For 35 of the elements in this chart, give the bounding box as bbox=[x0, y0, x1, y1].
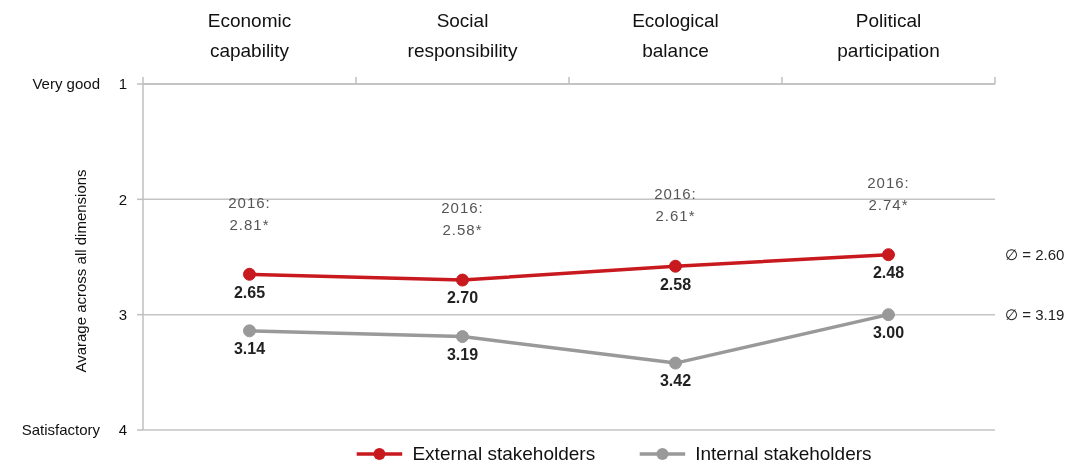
text: Satisfactory bbox=[21, 421, 101, 439]
point bbox=[243, 267, 256, 281]
y-tick-label: 4 bbox=[118, 421, 127, 439]
annotation: 2016: 2.61* bbox=[654, 185, 697, 225]
text: ∅ = 3.19 bbox=[1005, 305, 1065, 323]
legend-label: Internal stakeholders bbox=[695, 443, 872, 465]
data-label: 3.19 bbox=[446, 345, 479, 363]
legend-label: External stakeholders bbox=[412, 443, 596, 465]
data-label: 2.65 bbox=[233, 283, 266, 301]
data-label: 2.48 bbox=[872, 264, 905, 282]
annotation: 2016: 2.81* bbox=[228, 193, 271, 233]
data-label: 2.70 bbox=[446, 289, 479, 307]
data-label: 2.58 bbox=[659, 275, 692, 293]
y-tick-label: 1 bbox=[118, 75, 127, 93]
point bbox=[882, 308, 895, 322]
x-tick-label: Ecological balance bbox=[632, 10, 719, 61]
point bbox=[669, 356, 682, 370]
point bbox=[456, 330, 469, 344]
y-axis-title: Avarage across all dimensions bbox=[72, 169, 89, 373]
annotation: 2016: 2.74* bbox=[867, 173, 910, 213]
data-label: 3.14 bbox=[233, 340, 266, 358]
x-tick-label: Political participation bbox=[837, 10, 940, 61]
y-tick-label: 2 bbox=[118, 190, 127, 208]
text: Very good bbox=[32, 75, 100, 93]
point bbox=[243, 324, 256, 338]
text: ∅ = 2.60 bbox=[1005, 245, 1065, 263]
y-tick-label: 3 bbox=[118, 305, 127, 323]
point bbox=[669, 259, 682, 273]
data-label: 3.42 bbox=[659, 372, 692, 390]
point bbox=[882, 248, 895, 262]
point bbox=[456, 273, 469, 287]
data-label: 3.00 bbox=[872, 324, 905, 342]
annotation: 2016: 2.58* bbox=[441, 199, 484, 239]
x-tick-label: Social responsibility bbox=[407, 10, 518, 61]
x-tick-label: Economic capability bbox=[207, 10, 292, 61]
